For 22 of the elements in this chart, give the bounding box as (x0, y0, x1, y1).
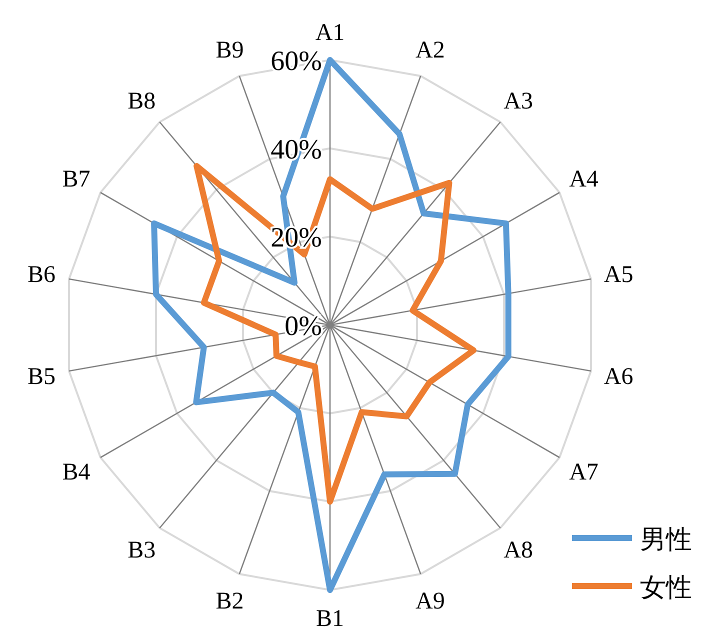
spoke-label: B4 (62, 460, 90, 486)
spoke-label: A6 (604, 364, 634, 390)
legend-label: 男性 (640, 525, 692, 555)
y-tick-label: 0% (284, 311, 322, 342)
spoke-label: B2 (216, 588, 244, 614)
spoke-label: B9 (216, 38, 244, 64)
y-tick-label: 60% (270, 46, 322, 77)
spoke-label: A2 (416, 38, 445, 64)
spoke-label: B6 (27, 262, 56, 288)
spoke-label: B8 (128, 88, 156, 115)
spoke-label: B3 (128, 537, 156, 564)
spoke-label: B7 (62, 166, 90, 192)
spoke-label: A3 (504, 88, 534, 115)
spoke-label: A8 (504, 537, 534, 564)
legend-label: 女性 (640, 573, 692, 603)
spoke-label: B1 (316, 606, 344, 632)
spoke-label: A5 (604, 262, 634, 288)
spoke-label: A1 (315, 20, 345, 46)
spoke-label: A4 (569, 166, 598, 192)
spoke-label: A9 (416, 588, 445, 614)
spoke-label: A7 (569, 460, 598, 486)
spoke-label: B5 (27, 364, 56, 390)
